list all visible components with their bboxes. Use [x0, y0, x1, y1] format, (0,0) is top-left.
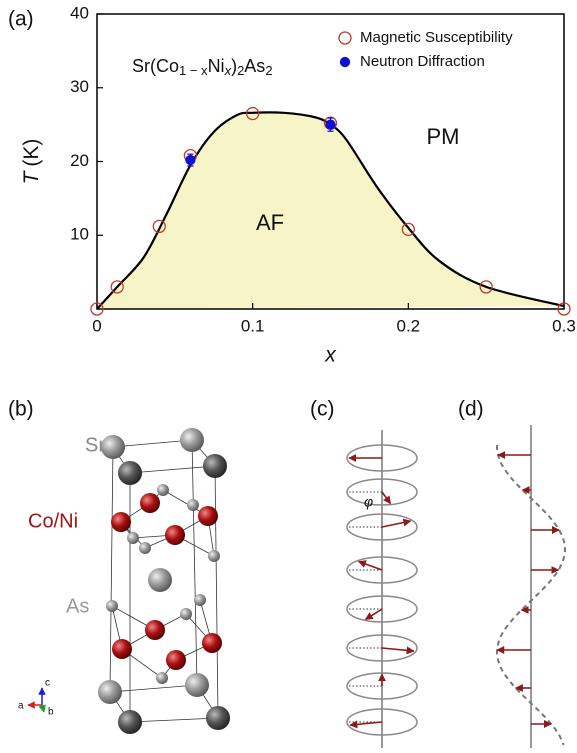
atom-sr [148, 568, 172, 592]
atom-as [139, 542, 151, 554]
spin-plane [346, 556, 418, 584]
formula-part: Ni [208, 56, 225, 76]
atom-label: Sr [85, 434, 105, 456]
formula-part: ) [231, 56, 237, 76]
spin-plane [346, 634, 418, 662]
spin-arrow [381, 491, 392, 505]
y-axis-symbol: T [20, 169, 43, 184]
spin-arrow [364, 608, 383, 621]
spin-spiral [346, 430, 418, 748]
atom-as [127, 532, 139, 544]
panel-label: (d) [458, 398, 484, 421]
data-point [479, 280, 493, 294]
formula-part: Sr(Co [132, 56, 179, 76]
legend-label: Neutron Diffraction [360, 53, 485, 70]
x-tick-label: 0.1 [241, 316, 265, 335]
x-tick-label: 0.2 [397, 316, 421, 335]
atom-as [156, 672, 168, 684]
spin-arrow [381, 518, 412, 528]
formula-part: As [244, 56, 265, 76]
atom-label: Co/Ni [28, 510, 78, 532]
data-point [110, 280, 124, 294]
data-point [401, 222, 415, 237]
spin-plane [346, 513, 418, 541]
atom-label: As [66, 595, 89, 617]
formula-subscript: 1 − x [179, 63, 208, 78]
region-label: AF [256, 210, 284, 235]
data-point [185, 154, 196, 166]
spin-plane [346, 672, 418, 700]
y-tick-label: 30 [70, 77, 89, 96]
atom-co [166, 650, 186, 670]
data-point [246, 106, 260, 121]
panel-label: (c) [310, 398, 335, 421]
formula: Sr(Co1 − xNix)2As2 [132, 56, 273, 79]
spin-arrow [349, 720, 383, 729]
x-axis-label: x [324, 344, 337, 367]
atom-as [157, 484, 169, 496]
axis-label: b [48, 707, 54, 718]
axis-triad: c a b [18, 678, 54, 718]
y-tick-label: 40 [70, 3, 89, 22]
spin-arrow [381, 646, 415, 655]
atom-sr [98, 680, 122, 704]
legend-marker [338, 31, 352, 45]
atom-sr [203, 454, 227, 478]
atom-co [140, 493, 160, 513]
atom-co [198, 506, 218, 526]
data-point [325, 119, 336, 130]
atom-sr [118, 461, 142, 485]
data-point [557, 302, 571, 316]
angle-label: φ [364, 494, 373, 510]
y-tick-label: 10 [70, 225, 89, 244]
atom-as [194, 594, 206, 606]
region-label: PM [427, 124, 460, 149]
phase-boundary [96, 111, 565, 310]
atom-as [106, 600, 118, 612]
spin-arrow [357, 560, 383, 571]
spin-wave [495, 425, 567, 748]
spin-plane [346, 595, 418, 623]
atom-as [208, 550, 220, 562]
legend-label: Magnetic Susceptibility [360, 29, 513, 46]
x-tick-label: 0.3 [552, 316, 576, 335]
panel-label: (a) [8, 8, 34, 31]
atom-sr [180, 428, 204, 452]
formula-subscript: 2 [265, 63, 272, 78]
formula-subscript: x [224, 63, 232, 78]
atom-co [145, 620, 165, 640]
wave-envelope [495, 444, 567, 746]
atom-sr [206, 706, 230, 730]
data-point [90, 302, 104, 316]
atom-as [187, 499, 199, 511]
atom-co [111, 512, 131, 532]
atom-co [112, 639, 132, 659]
atom-co [165, 525, 185, 545]
axis-label: a [18, 701, 24, 712]
atom-co [202, 633, 222, 653]
axis-label: c [45, 678, 50, 689]
x-tick-label: 0 [92, 316, 101, 335]
panel-label: (b) [8, 398, 34, 421]
y-axis-unit: (K) [20, 139, 43, 167]
legend-marker [339, 56, 351, 68]
atoms [98, 428, 230, 734]
spin-plane [346, 708, 418, 736]
data-point [152, 219, 166, 234]
y-axis-label: T (K) [20, 139, 43, 185]
spin-plane [346, 478, 418, 506]
atom-sr [118, 710, 142, 734]
formula-subscript: 2 [237, 63, 244, 78]
axis-b [38, 704, 46, 713]
atom-sr [185, 673, 209, 697]
spin-plane [346, 444, 418, 472]
atom-sr [101, 435, 125, 459]
y-tick-label: 20 [70, 151, 89, 170]
atom-as [180, 608, 192, 620]
